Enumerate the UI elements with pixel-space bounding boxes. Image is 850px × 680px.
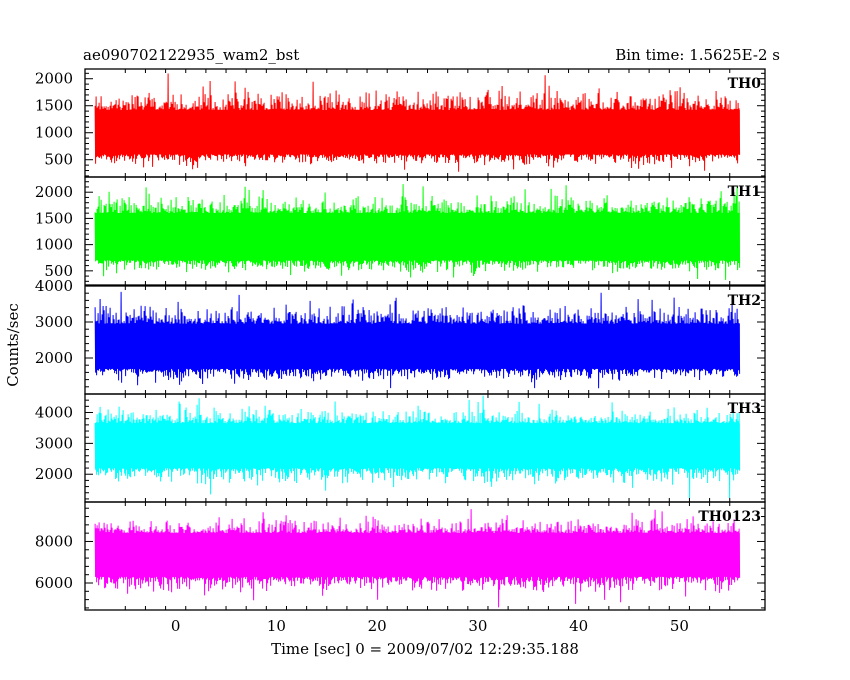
x-tick-label: 40: [569, 617, 588, 635]
y-tick-label: 1500: [35, 97, 73, 115]
y-tick-label: 8000: [35, 532, 73, 550]
panel-label-th3: TH3: [728, 401, 761, 417]
chart-title-right: Bin time: 1.5625E-2 s: [615, 46, 780, 64]
trace-core-th0123: [95, 533, 740, 577]
panel-label-th0123: TH0123: [698, 509, 761, 525]
x-axis: 0 10 20 30 40 50: [171, 617, 689, 635]
y-tick-label: 500: [44, 262, 73, 280]
y-tick-label: 500: [44, 151, 73, 169]
x-tick-label: 10: [267, 617, 286, 635]
y-tick-label: 3000: [35, 434, 73, 452]
y-tick-label: 4000: [35, 404, 73, 422]
trace-core-th0: [95, 110, 740, 155]
panel-th1: 500 1000 1500 2000 TH1: [35, 176, 766, 286]
trace-core-th3: [95, 423, 740, 469]
x-axis-label: Time [sec] 0 = 2009/07/02 12:29:35.188: [271, 640, 579, 658]
y-tick-label: 1000: [35, 236, 73, 254]
panel-th0123: 6000 8000 TH0123: [35, 501, 766, 611]
y-tick-label: 2000: [35, 70, 73, 88]
panel-frame: [84, 176, 766, 286]
y-axis-label: Counts/sec: [4, 303, 22, 387]
y-tick-label: 4000: [35, 277, 73, 295]
panel-th3: 2000 3000 4000 TH3: [35, 393, 766, 503]
chart-title-left: ae090702122935_wam2_bst: [83, 46, 299, 64]
panel-label-th0: TH0: [728, 76, 762, 92]
panel-th2: 2000 3000 4000 TH2: [35, 277, 766, 395]
x-tick-label: 0: [171, 617, 181, 635]
panel-label-th1: TH1: [728, 184, 761, 200]
y-tick-label: 6000: [35, 574, 73, 592]
x-tick-label: 50: [670, 617, 689, 635]
trace-core-th2: [95, 323, 740, 369]
y-tick-label: 2000: [35, 349, 73, 367]
y-tick-label: 3000: [35, 313, 73, 331]
x-tick-label: 20: [368, 617, 387, 635]
y-tick-label: 1000: [35, 124, 73, 142]
y-tick-label: 2000: [35, 183, 73, 201]
y-tick-label: 1500: [35, 209, 73, 227]
panel-label-th2: TH2: [728, 293, 761, 309]
trace-core-th1: [95, 213, 740, 261]
panel-frame: [84, 501, 766, 611]
panel-th0: 500 1000 1500 2000 TH0: [35, 68, 766, 178]
x-tick-label: 30: [468, 617, 487, 635]
panels-group: 500 1000 1500 2000 TH0 500 1000 1500 2000 TH1 2000…: [35, 68, 766, 611]
y-tick-label: 2000: [35, 465, 73, 483]
